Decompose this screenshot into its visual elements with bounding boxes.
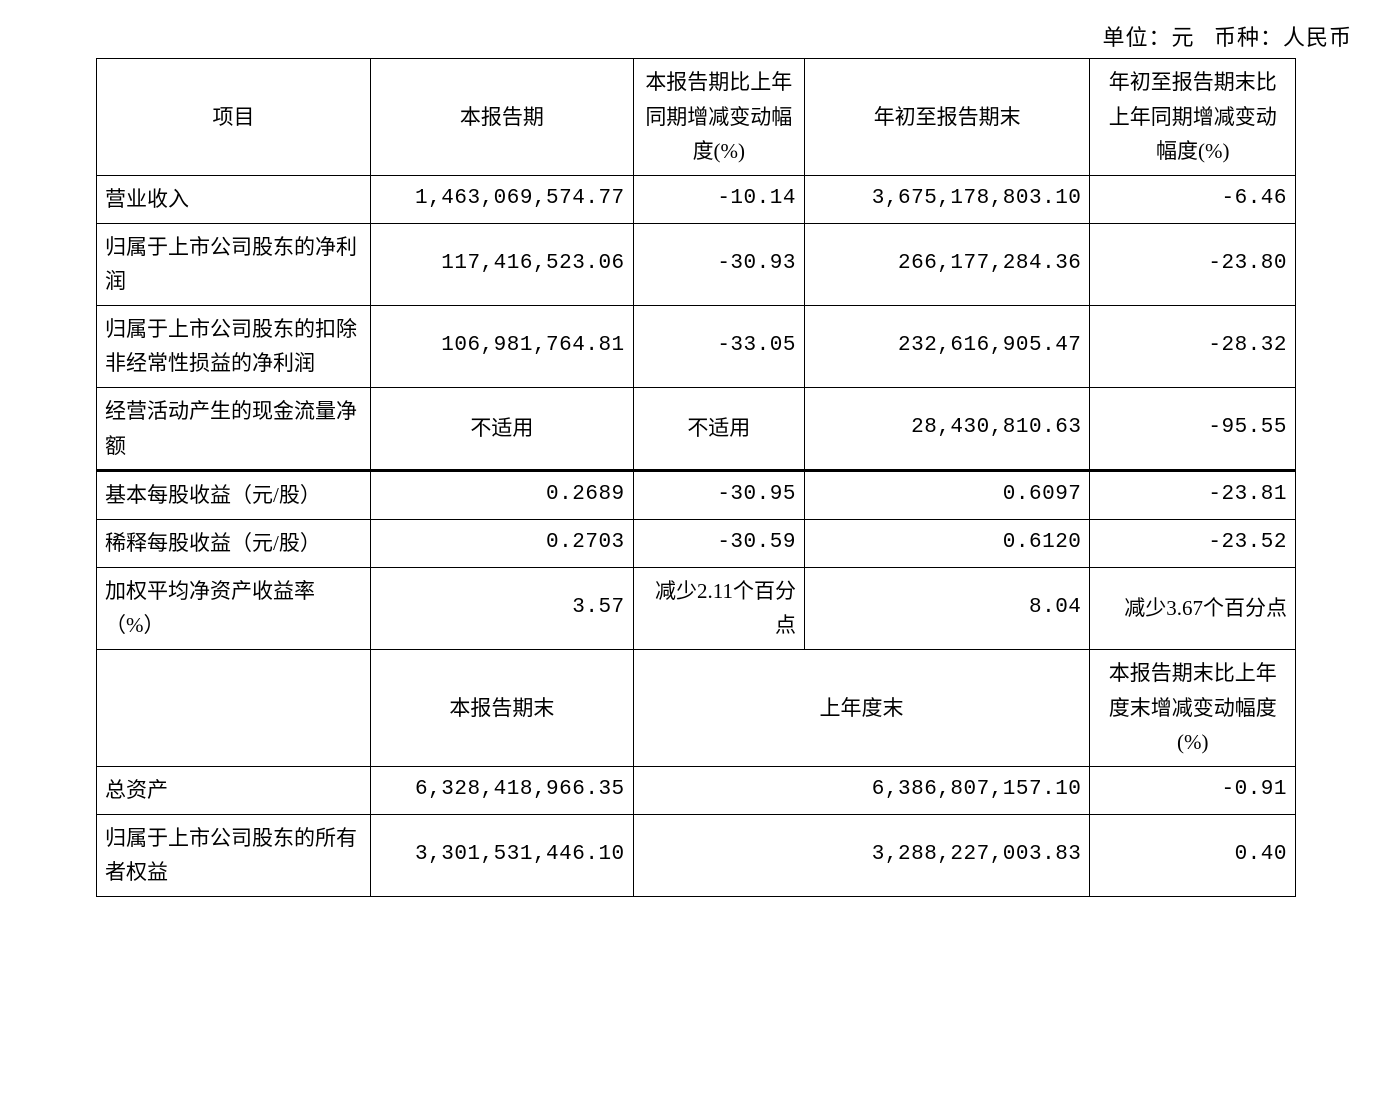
- cell-item: 基本每股收益（元/股）: [97, 471, 371, 520]
- table-row: 经营活动产生的现金流量净额 不适用 不适用 28,430,810.63 -95.…: [97, 388, 1296, 471]
- col-header-current: 本报告期: [371, 59, 634, 176]
- header-row: 项目 本报告期 本报告期比上年同期增减变动幅度(%) 年初至报告期末 年初至报告…: [97, 59, 1296, 176]
- col-header-item: 项目: [97, 59, 371, 176]
- subheader-change: 本报告期末比上年度末增减变动幅度(%): [1090, 649, 1296, 766]
- table-row: 加权平均净资产收益率（%） 3.57 减少2.11个百分点 8.04 减少3.6…: [97, 567, 1296, 649]
- cell-value: 0.6120: [804, 520, 1089, 568]
- cell-value: -23.80: [1090, 223, 1296, 305]
- cell-value: -30.93: [633, 223, 804, 305]
- table-row: 归属于上市公司股东的所有者权益 3,301,531,446.10 3,288,2…: [97, 814, 1296, 896]
- cell-value: -28.32: [1090, 305, 1296, 387]
- col-header-yoy: 本报告期比上年同期增减变动幅度(%): [633, 59, 804, 176]
- subheader-row: 本报告期末 上年度末 本报告期末比上年度末增减变动幅度(%): [97, 649, 1296, 766]
- cell-value: 不适用: [633, 388, 804, 471]
- cell-value: 0.2703: [371, 520, 634, 568]
- cell-value: 6,386,807,157.10: [633, 766, 1090, 814]
- table-row: 总资产 6,328,418,966.35 6,386,807,157.10 -0…: [97, 766, 1296, 814]
- cell-value: 0.6097: [804, 471, 1089, 520]
- caption-unit: 单位：元: [1102, 25, 1194, 50]
- table-row: 基本每股收益（元/股） 0.2689 -30.95 0.6097 -23.81: [97, 471, 1296, 520]
- cell-value: 3,675,178,803.10: [804, 175, 1089, 223]
- cell-value: 28,430,810.63: [804, 388, 1089, 471]
- caption-currency: 币种：人民币: [1214, 25, 1352, 50]
- cell-value: -95.55: [1090, 388, 1296, 471]
- cell-value: -30.59: [633, 520, 804, 568]
- cell-item: 经营活动产生的现金流量净额: [97, 388, 371, 471]
- cell-value: 减少3.67个百分点: [1090, 567, 1296, 649]
- cell-value: -23.81: [1090, 471, 1296, 520]
- cell-value: 117,416,523.06: [371, 223, 634, 305]
- cell-value: 0.40: [1090, 814, 1296, 896]
- financial-table: 项目 本报告期 本报告期比上年同期增减变动幅度(%) 年初至报告期末 年初至报告…: [96, 58, 1296, 897]
- cell-item: 归属于上市公司股东的净利润: [97, 223, 371, 305]
- table-row: 归属于上市公司股东的净利润 117,416,523.06 -30.93 266,…: [97, 223, 1296, 305]
- cell-value: 1,463,069,574.77: [371, 175, 634, 223]
- cell-item: 归属于上市公司股东的所有者权益: [97, 814, 371, 896]
- table-caption: 单位：元 币种：人民币: [20, 20, 1372, 58]
- cell-value: -6.46: [1090, 175, 1296, 223]
- cell-value: 3.57: [371, 567, 634, 649]
- cell-item: 归属于上市公司股东的扣除非经常性损益的净利润: [97, 305, 371, 387]
- cell-item: 加权平均净资产收益率（%）: [97, 567, 371, 649]
- cell-item: 稀释每股收益（元/股）: [97, 520, 371, 568]
- cell-value: 3,301,531,446.10: [371, 814, 634, 896]
- table-row: 归属于上市公司股东的扣除非经常性损益的净利润 106,981,764.81 -3…: [97, 305, 1296, 387]
- cell-value: -23.52: [1090, 520, 1296, 568]
- col-header-ytd-yoy: 年初至报告期末比上年同期增减变动幅度(%): [1090, 59, 1296, 176]
- subheader-empty: [97, 649, 371, 766]
- cell-value: -30.95: [633, 471, 804, 520]
- cell-value: 不适用: [371, 388, 634, 471]
- cell-value: 8.04: [804, 567, 1089, 649]
- cell-value: 0.2689: [371, 471, 634, 520]
- cell-value: -33.05: [633, 305, 804, 387]
- table-row: 稀释每股收益（元/股） 0.2703 -30.59 0.6120 -23.52: [97, 520, 1296, 568]
- cell-value: -0.91: [1090, 766, 1296, 814]
- subheader-prev-year-end: 上年度末: [633, 649, 1090, 766]
- subheader-period-end: 本报告期末: [371, 649, 634, 766]
- cell-value: 266,177,284.36: [804, 223, 1089, 305]
- cell-value: 6,328,418,966.35: [371, 766, 634, 814]
- col-header-ytd: 年初至报告期末: [804, 59, 1089, 176]
- cell-item: 营业收入: [97, 175, 371, 223]
- cell-value: 106,981,764.81: [371, 305, 634, 387]
- cell-value: 减少2.11个百分点: [633, 567, 804, 649]
- cell-value: 232,616,905.47: [804, 305, 1089, 387]
- cell-value: -10.14: [633, 175, 804, 223]
- cell-value: 3,288,227,003.83: [633, 814, 1090, 896]
- cell-item: 总资产: [97, 766, 371, 814]
- table-row: 营业收入 1,463,069,574.77 -10.14 3,675,178,8…: [97, 175, 1296, 223]
